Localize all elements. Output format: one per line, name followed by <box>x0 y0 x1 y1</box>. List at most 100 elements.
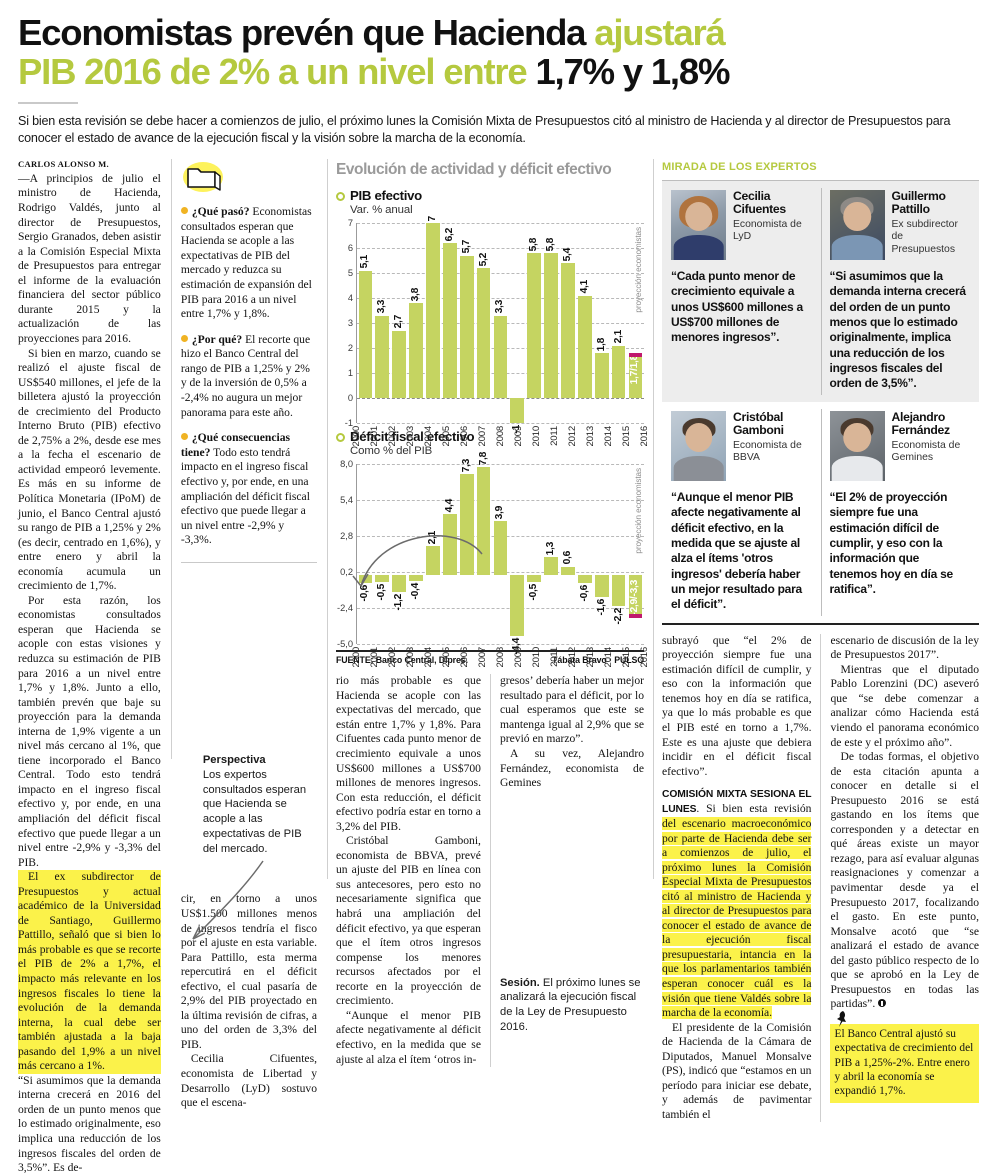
bar <box>561 566 575 576</box>
qa-answer: Todo esto tendrá impacto en el ingreso f… <box>180 445 310 547</box>
bar <box>527 253 542 399</box>
legend-marker-icon <box>336 433 345 443</box>
bar-value-label: 5,7 <box>460 240 472 254</box>
x-axis-tick: 2015 <box>621 647 632 668</box>
bar-slot: 5,2 <box>475 223 492 423</box>
pin-note: El Banco Central ajustó su expectativa d… <box>830 1010 979 1103</box>
bar <box>442 514 457 576</box>
bar-value-label: 5,4 <box>561 247 573 262</box>
y-axis-tick: 1 <box>347 368 353 379</box>
bar-value-label: 0,6 <box>561 551 573 565</box>
bar <box>577 575 592 584</box>
gridline <box>357 464 644 466</box>
x-axis-tick: 2014 <box>603 647 614 668</box>
bar-value-label: 5,8 <box>545 237 557 252</box>
x-axis-tick: 2008 <box>495 647 506 668</box>
qa-question: ¿Qué consecuencias tiene? <box>180 431 291 459</box>
bar <box>426 223 440 399</box>
avatar <box>671 189 726 260</box>
x-axis-tick: 2010 <box>531 647 542 668</box>
pin-note-text: El Banco Central ajustó su expectativa d… <box>834 1027 974 1098</box>
paragraph-highlighted: El ex subdirector de Presupuestos y actu… <box>18 870 161 1074</box>
bar <box>409 303 423 399</box>
paragraph: Cecilia Cifuentes, economista de Liberta… <box>180 1052 317 1110</box>
bar-value-label: 5,1 <box>359 255 371 269</box>
chart-2-projection-note: proyección economistas <box>634 468 643 554</box>
y-axis-tick: 8,0 <box>340 459 353 470</box>
byline: CARLOS ALONSO M. <box>18 158 109 169</box>
column-3: Evolución de actividad y déficit efectiv… <box>327 158 653 1176</box>
chart-2-bars: -0,6 -0,5 -1,2 -0,4 2,1 4,4 7,3 7,8 3,9 -4,4 -0,5 1… <box>357 452 644 655</box>
bar-value-label: -0,6 <box>359 585 371 602</box>
paragraph: rio más probable es que Hacienda se acop… <box>336 674 481 833</box>
paragraph: subrayó que “el 2% de proyección siempre… <box>662 633 812 778</box>
x-axis-tick: 2011 <box>549 426 560 446</box>
chart-1-plot-area: 5,1 3,3 2,7 3,8 7 6,2 5,7 5,2 3,3 -1 5,8 5,8 5,4 4,1 1… <box>356 216 644 434</box>
y-axis-tick: 2,8 <box>340 531 353 542</box>
paragraph-text: De todas formas, el objetivo de esta cit… <box>830 750 979 1011</box>
x-axis-tick: 2001 <box>369 426 380 447</box>
bar <box>493 521 508 576</box>
y-axis-tick: 0,2 <box>340 567 353 578</box>
x-axis-tick: 2002 <box>387 647 398 668</box>
bar-value-label: 1,3 <box>545 541 557 556</box>
expert-role: Ex subdirector de Presupuestos <box>891 218 958 256</box>
experts-section-title: MIRADA DE LOS EXPERTOS <box>662 160 817 173</box>
bar-slot: 3,3 <box>492 223 509 423</box>
bar-value-label: -0,6 <box>578 585 590 602</box>
x-axis-tick: 2013 <box>585 647 596 668</box>
x-axis-tick: 2016 <box>639 426 650 447</box>
avatar <box>671 410 726 481</box>
bar-value-label: 3,3 <box>494 300 506 314</box>
bar-slot: 1,8 <box>593 223 610 423</box>
section-kicker: COMISIÓN MIXTA SESIONA EL LUNES <box>662 789 812 816</box>
expert-card: Guillermo Pattillo Ex subdirector de Pre… <box>820 180 979 402</box>
page-title: Economistas prevén que Hacienda ajustará… <box>18 14 979 90</box>
bar: -2,9/-3,3 <box>628 575 643 618</box>
bar <box>510 575 525 636</box>
qa-question: ¿Por qué? <box>191 332 243 346</box>
bar-slot: -0,6 <box>576 464 593 644</box>
x-axis-tick: 2010 <box>531 426 542 447</box>
source-label: FUENTE: Banco Central, Dipres. <box>336 655 468 666</box>
callout-title: Perspectiva <box>202 754 266 766</box>
x-axis-tick: 2003 <box>405 647 416 668</box>
column-rule <box>170 158 172 759</box>
chart-2-plot-area: -0,6 -0,5 -1,2 -0,4 2,1 4,4 7,3 7,8 3,9 -4,4 -0,5 1… <box>356 452 644 655</box>
bar <box>358 575 373 584</box>
bar <box>594 575 609 598</box>
expert-quote: “Aunque el menor PIB afecte negativament… <box>671 489 802 612</box>
y-axis-tick: -2,4 <box>336 603 353 614</box>
chart-1-subtitle: Var. % anual <box>350 204 413 217</box>
gridline <box>357 223 644 225</box>
sub-column-3b: gresos’ debería haber un mejor resultado… <box>352 535 644 1068</box>
bar-slot: 1,3 <box>543 464 560 644</box>
gridline <box>357 398 644 400</box>
sub-column-4b: escenario de discusión de la ley de Pres… <box>820 633 979 1123</box>
standfirst: Si bien esta revisión se debe hacer a co… <box>18 114 951 146</box>
divider <box>180 562 317 563</box>
gridline <box>357 248 644 250</box>
x-axis-tick: 2004 <box>423 426 434 447</box>
y-axis-tick: -1 <box>344 418 353 429</box>
bar: 1,7/1,8 <box>628 353 643 399</box>
qa-answer: Economistas consultados esperan que Haci… <box>180 204 312 321</box>
bullet-icon <box>180 206 188 214</box>
x-axis-tick: 2005 <box>441 426 452 447</box>
x-axis-tick: 2007 <box>477 647 488 668</box>
bar-slot: -2,2 <box>610 464 627 644</box>
gridline <box>357 608 644 610</box>
bar-slot: -4,4 <box>509 464 526 655</box>
bar-value-label: 3,3 <box>376 300 388 314</box>
y-axis-tick: -5,0 <box>336 639 353 650</box>
bar <box>426 546 440 576</box>
y-axis-tick: 6 <box>347 243 353 254</box>
avatar <box>829 189 885 260</box>
y-axis-tick: 2 <box>347 343 353 354</box>
chart-1-title: PIB efectivo <box>350 187 422 203</box>
bullet-icon <box>180 433 188 441</box>
bar-value-label: 3,9 <box>494 505 506 520</box>
bar-value-label: 5,8 <box>528 237 540 252</box>
x-axis-tick: 2002 <box>387 426 398 447</box>
chart-column-lower-text: rio más probable es que Hacienda se acop… <box>336 535 644 1068</box>
